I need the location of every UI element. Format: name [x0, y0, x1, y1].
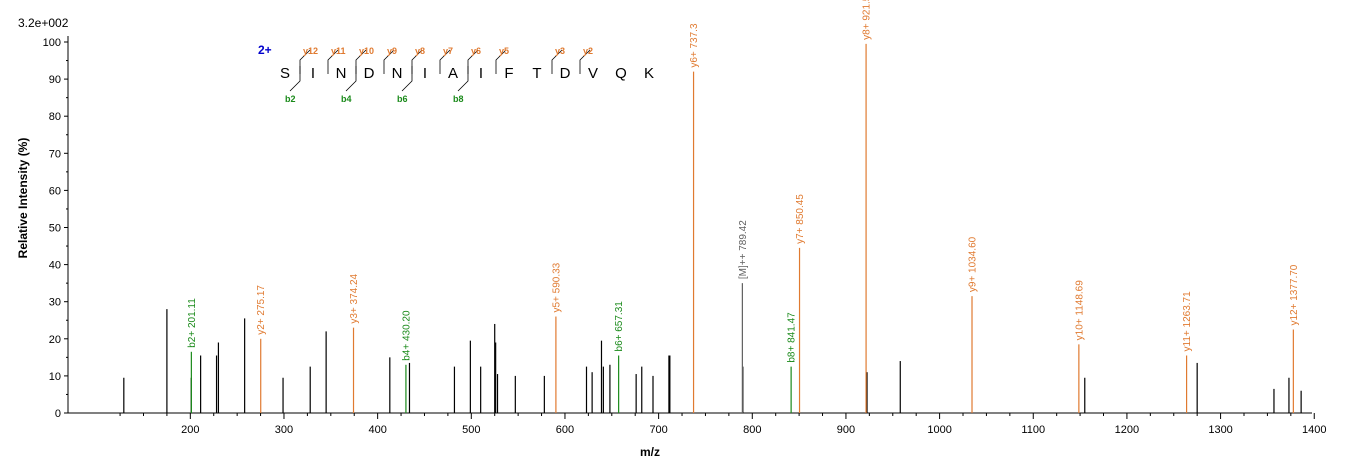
y-axis-title: Relative Intensity (%): [16, 138, 30, 259]
b-ion-label: b2: [285, 94, 296, 104]
residue: F: [504, 65, 513, 82]
y-tick-label: 50: [49, 223, 61, 235]
b-ion-label: b8: [453, 94, 464, 104]
x-tick-label: 1400: [1302, 424, 1326, 436]
y-cleavage-mark: [551, 49, 563, 74]
peak-label: y7+ 850.45: [795, 194, 806, 244]
y-cleavage-mark: [579, 49, 591, 74]
residue: I: [311, 65, 315, 82]
residue: I: [423, 65, 427, 82]
charge-state-label: 2+: [258, 43, 272, 57]
y-ion-label: y11: [331, 46, 346, 56]
residue: K: [644, 65, 654, 82]
peak-label: y2+ 275.17: [256, 285, 267, 335]
x-tick-label: 900: [837, 424, 855, 436]
peak-label: y5+ 590.33: [551, 262, 562, 312]
x-axis-title: m/z: [640, 445, 660, 459]
residue: I: [479, 65, 483, 82]
y-ion-label: y2: [583, 46, 593, 56]
y-tick-label: 80: [49, 111, 61, 123]
y-tick-label: 20: [49, 334, 61, 346]
residue: V: [588, 65, 598, 82]
y-ion-label: y6: [471, 46, 481, 56]
b-cleavage-mark: [345, 66, 357, 92]
y-cleavage-mark: [383, 49, 395, 74]
x-tick-label: 800: [743, 424, 761, 436]
peak-label: y11+ 1263.71: [1182, 291, 1193, 352]
peak-label: y6+ 737.3: [689, 23, 700, 68]
axes: 0 10 20 30 40 50 60 70 80 90 100 200 300 400 500 600 700…: [43, 36, 1326, 436]
y-cleavage-mark: [495, 49, 507, 74]
peak-label: [M]++ 789.42: [738, 220, 749, 279]
b-cleavage-mark: [401, 66, 413, 92]
residue: N: [392, 65, 403, 82]
x-tick-label: 1100: [1021, 424, 1045, 436]
peak-label: y9+ 1034.60: [968, 236, 979, 292]
y-tick-label: 10: [49, 371, 61, 383]
y-tick-label: 30: [49, 297, 61, 309]
b-ion-label: b4: [341, 94, 352, 104]
y-tick-label: 70: [49, 148, 61, 160]
x-tick-label: 1200: [1115, 424, 1139, 436]
b-ion-label: b6: [397, 94, 408, 104]
residue: S: [280, 65, 290, 82]
x-tick-label: 600: [556, 424, 574, 436]
peak-label: b8+ 841.47: [787, 312, 798, 363]
residue: A: [448, 65, 458, 82]
residue: D: [560, 65, 571, 82]
y-tick-label: 60: [49, 185, 61, 197]
residue: N: [336, 65, 347, 82]
peak-label: y8+ 921.5: [862, 0, 873, 40]
y-ion-label: y3: [555, 46, 565, 56]
peaks: [123, 43, 1302, 413]
residue: Q: [615, 65, 627, 82]
y-ion-label: y12: [303, 46, 318, 56]
peak-label: b2+ 201.11: [187, 298, 198, 348]
y-tick-label: 40: [49, 260, 61, 272]
peak-label: y12+ 1377.70: [1289, 264, 1300, 325]
y-ion-label: y10: [359, 46, 374, 56]
residue: T: [532, 65, 541, 82]
y-tick-label: 100: [43, 37, 61, 49]
peak-label: y3+ 374.24: [349, 273, 360, 323]
y-tick-label: 90: [49, 74, 61, 86]
b-cleavage-mark: [289, 66, 301, 92]
y-ion-label: y9: [387, 46, 397, 56]
y-ion-label: y8: [415, 46, 425, 56]
x-tick-label: 700: [649, 424, 667, 436]
y-cleavage-mark: [327, 49, 339, 74]
y-cleavage-mark: [439, 49, 451, 74]
y-ion-label: y5: [499, 46, 509, 56]
intensity-scale-label: 3.2e+002: [18, 16, 69, 30]
x-tick-label: 1300: [1208, 424, 1232, 436]
peak-label: y10+ 1148.69: [1074, 280, 1085, 341]
y-ion-label: y7: [443, 46, 453, 56]
x-tick-label: 300: [275, 424, 293, 436]
x-tick-label: 1000: [927, 424, 951, 436]
b-cleavage-mark: [457, 66, 469, 92]
x-tick-label: 200: [181, 424, 199, 436]
x-tick-label: 500: [462, 424, 480, 436]
peak-labels: b2+ 201.11 y2+ 275.17 y3+ 374.24 b4+ 430.20…: [187, 0, 1300, 363]
x-tick-label: 400: [368, 424, 386, 436]
y-tick-label: 0: [55, 408, 61, 420]
peak-label: b4+ 430.20: [401, 310, 412, 361]
peak-label: b6+ 657.31: [614, 301, 625, 352]
residue: D: [364, 65, 375, 82]
